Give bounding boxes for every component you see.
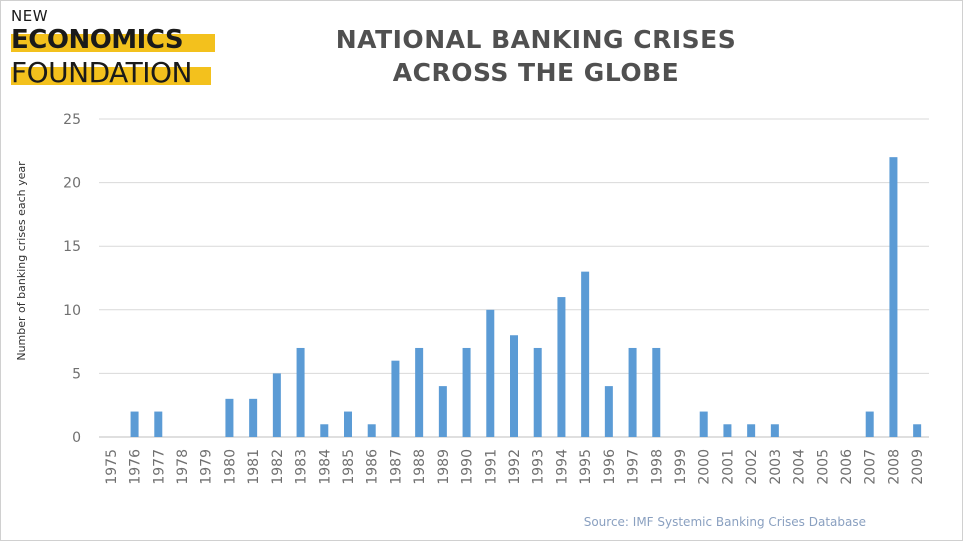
chart-title-line-1: NATIONAL BANKING CRISES (335, 25, 737, 54)
y-axis-label: Number of banking crises each year (15, 161, 28, 361)
y-tick-label: 0 (72, 430, 81, 446)
x-tick-label: 1998 (649, 449, 665, 485)
logo-line-3: FOUNDATION (11, 56, 192, 89)
logo-line-1: NEW (11, 7, 49, 25)
x-tick-label: 1991 (483, 449, 499, 485)
x-tick-label: 1993 (531, 449, 547, 485)
x-axis-tick-labels: 1975 1976 1977 1978 1979 1980 1981 1982 1983 1984… (104, 449, 926, 485)
bar-2008 (889, 157, 898, 437)
x-tick-label: 1996 (602, 449, 618, 485)
bar-2007 (865, 411, 874, 437)
x-tick-label: 1979 (199, 449, 215, 485)
x-tick-label: 2003 (768, 449, 784, 485)
bar-2002 (747, 424, 756, 437)
logo-highlight (11, 67, 211, 85)
bar-1990 (462, 347, 471, 437)
x-tick-label: 1977 (151, 449, 167, 485)
bar-1985 (344, 411, 352, 437)
bar-1983 (296, 347, 305, 437)
x-tick-label: 1989 (436, 449, 452, 485)
logo-highlight (11, 34, 215, 52)
x-tick-label: 2002 (744, 449, 760, 485)
bar-2001 (723, 424, 732, 437)
y-tick-label: 5 (72, 366, 81, 382)
bar-2003 (770, 424, 779, 437)
chart-title: NATIONAL BANKING CRISES ACROSS THE GLOBE (291, 23, 781, 89)
bar-1977 (154, 411, 163, 437)
x-tick-label: 1992 (507, 449, 523, 485)
y-tick-label: 20 (63, 176, 81, 192)
x-tick-label: 1975 (104, 449, 120, 485)
nef-logo: NEW ECONOMICS FOUNDATION (11, 7, 231, 87)
y-axis-tick-labels: 0 5 10 15 20 25 (63, 112, 81, 446)
bar-1986 (367, 424, 376, 437)
x-tick-label: 1994 (554, 449, 570, 485)
x-tick-label: 1987 (388, 449, 404, 485)
bar-1981 (249, 398, 258, 437)
bar-1984 (320, 424, 329, 437)
source-note: Source: IMF Systemic Banking Crises Data… (583, 515, 866, 529)
x-tick-label: 1985 (341, 449, 357, 485)
bar-1997 (628, 347, 637, 437)
x-tick-label: 2008 (886, 449, 902, 485)
x-tick-label: 1983 (294, 449, 310, 485)
bar-1980 (225, 398, 234, 437)
bar-1995 (581, 271, 590, 437)
x-tick-label: 1988 (412, 449, 428, 485)
x-tick-label: 1980 (222, 449, 238, 485)
bars (130, 157, 922, 437)
bar-1987 (391, 360, 400, 437)
x-tick-label: 1981 (246, 449, 262, 485)
logo-line-2: ECONOMICS (11, 25, 184, 55)
bar-2009 (913, 424, 922, 437)
x-tick-label: 1982 (270, 449, 286, 485)
bar-1998 (652, 347, 661, 437)
x-tick-label: 2006 (839, 449, 855, 485)
x-tick-label: 2007 (863, 449, 879, 485)
x-tick-label: 1976 (128, 449, 144, 485)
x-tick-label: 1990 (460, 449, 476, 485)
x-tick-label: 1997 (626, 449, 642, 485)
y-tick-label: 25 (63, 112, 81, 128)
bar-2000 (699, 411, 708, 437)
bar-1982 (272, 373, 281, 437)
x-tick-label: 2005 (815, 449, 831, 485)
bar-1992 (510, 335, 518, 437)
x-tick-label: 1984 (317, 449, 333, 485)
x-tick-label: 1986 (365, 449, 381, 485)
bar-1976 (130, 411, 139, 437)
y-tick-label: 10 (63, 303, 81, 319)
x-tick-label: 1995 (578, 449, 594, 485)
x-tick-label: 2009 (910, 449, 926, 485)
x-tick-label: 1999 (673, 449, 689, 485)
bar-1989 (438, 386, 447, 437)
bar-1994 (557, 297, 566, 437)
bar-1993 (533, 347, 542, 437)
x-tick-label: 2000 (697, 449, 713, 485)
x-tick-label: 2001 (720, 449, 736, 485)
bar-1991 (486, 309, 495, 437)
x-tick-label: 2004 (792, 449, 808, 485)
bar-1988 (415, 347, 424, 437)
x-tick-label: 1978 (175, 449, 191, 485)
bar-1996 (604, 386, 613, 437)
y-tick-label: 15 (63, 239, 81, 255)
chart-title-line-2: ACROSS THE GLOBE (392, 58, 680, 87)
